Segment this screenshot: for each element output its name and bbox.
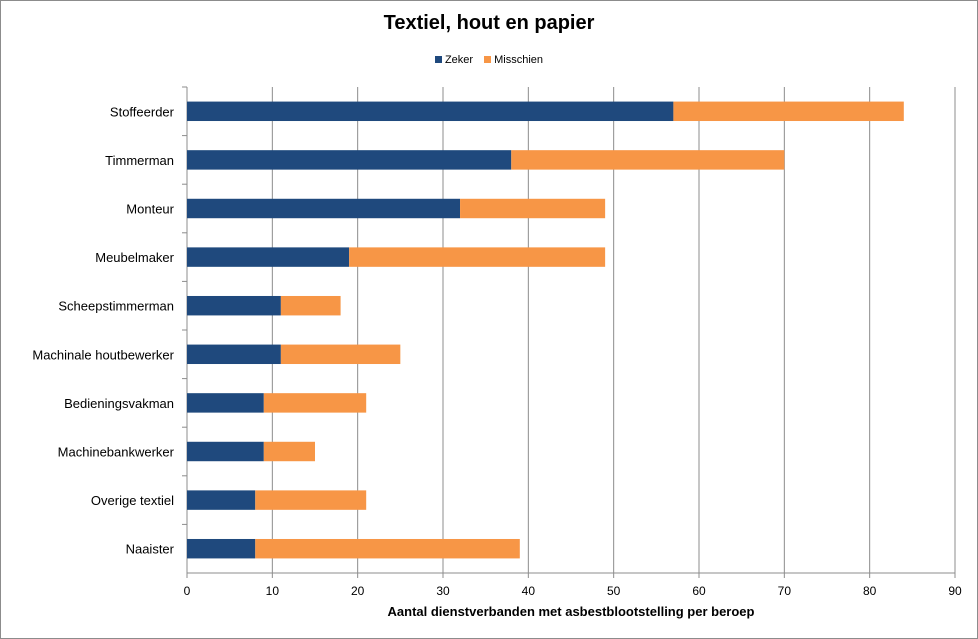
- bar-zeker: [187, 344, 281, 365]
- x-tick-label: 20: [351, 584, 365, 598]
- bar-misschien: [511, 150, 785, 170]
- bar-misschien: [255, 538, 520, 559]
- x-tick-label: 0: [184, 584, 191, 598]
- bar-misschien: [255, 490, 367, 510]
- bar-zeker: [187, 198, 461, 219]
- bar-zeker: [187, 393, 264, 413]
- legend-label-misschien: Misschien: [494, 54, 544, 66]
- legend-swatch-misschien: [484, 56, 492, 63]
- y-tick-label: Stoffeerder: [110, 104, 175, 119]
- y-tick-label: Meubelmaker: [95, 250, 174, 265]
- legend-item-zeker: Zeker: [434, 54, 474, 66]
- y-tick-label: Timmerman: [105, 153, 174, 168]
- bar-zeker: [187, 538, 256, 559]
- bar-zeker: [187, 101, 674, 122]
- x-tick-label: 50: [607, 584, 621, 598]
- legend-item-misschien: Misschien: [484, 54, 543, 66]
- legend-label-zeker: Zeker: [444, 54, 474, 66]
- x-axis-label: Aantal dienstverbanden met asbestblootst…: [387, 604, 755, 619]
- x-tick-label: 90: [948, 584, 962, 598]
- x-tick-label: 70: [778, 584, 792, 598]
- bar-misschien: [280, 344, 401, 365]
- y-tick-label: Machinale houtbewerker: [32, 347, 174, 362]
- bar-misschien: [349, 247, 606, 267]
- bar-misschien: [673, 101, 904, 122]
- x-tick-label: 40: [522, 584, 536, 598]
- legend-swatch-zeker: [434, 56, 442, 63]
- x-tick-label: 60: [692, 584, 706, 598]
- y-tick-label: Scheepstimmerman: [58, 299, 174, 314]
- y-tick-label: Monteur: [126, 202, 174, 217]
- y-tick-label: Overige textiel: [91, 493, 174, 508]
- bar-misschien: [263, 393, 367, 413]
- bar-misschien: [263, 441, 315, 462]
- bar-misschien: [460, 198, 606, 219]
- bar-misschien: [280, 295, 341, 316]
- bar-zeker: [187, 490, 256, 510]
- chart-title: Textiel, hout en papier: [383, 12, 595, 34]
- y-tick-label: Naaister: [126, 542, 175, 557]
- x-tick-label: 30: [436, 584, 450, 598]
- bar-zeker: [187, 247, 350, 267]
- x-tick-label: 10: [266, 584, 280, 598]
- bar-zeker: [187, 441, 264, 462]
- legend: Zeker Misschien: [0, 54, 978, 66]
- y-tick-label: Machinebankwerker: [58, 445, 175, 460]
- bar-zeker: [187, 295, 281, 316]
- x-tick-label: 80: [863, 584, 877, 598]
- y-tick-label: Bedieningsvakman: [64, 396, 174, 411]
- bar-zeker: [187, 150, 512, 170]
